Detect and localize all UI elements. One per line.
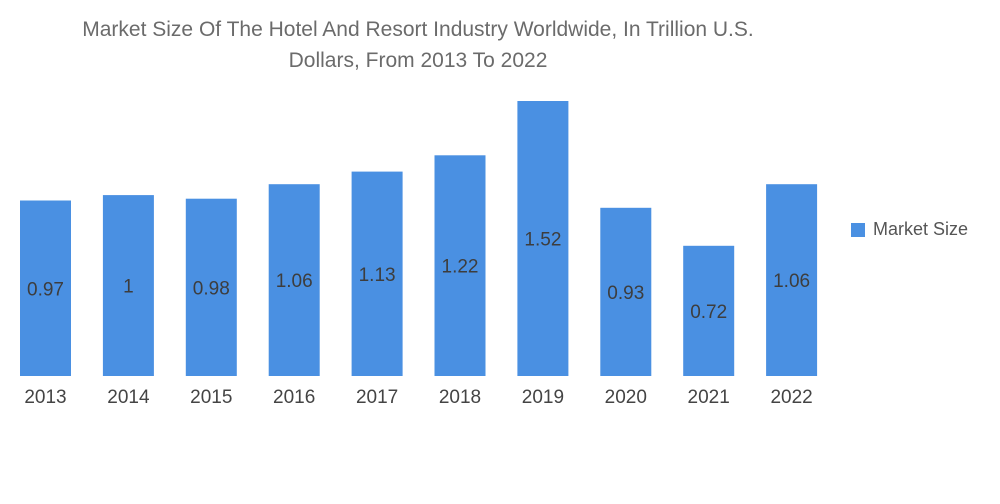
data-label-2015: 0.98 [193,278,230,299]
bar-2022 [766,184,818,376]
x-tick-label-2013: 2013 [24,387,66,408]
bar-2018 [434,155,486,376]
data-label-2020: 0.93 [607,283,644,304]
chart-title-line-2: Dollars, From 2013 To 2022 [288,49,548,72]
chart-title-line-1: Market Size Of The Hotel And Resort Indu… [82,18,754,41]
legend-swatch [851,222,865,237]
x-tick-label-2015: 2015 [190,387,232,408]
bar-2013 [20,200,71,376]
chart-title: Market Size Of The Hotel And Resort Indu… [0,14,836,76]
x-tick-label-2014: 2014 [107,387,150,408]
x-tick-label-2022: 2022 [770,387,812,408]
data-label-2013: 0.97 [27,279,64,300]
bar-2017 [351,171,403,376]
x-tick-label-2016: 2016 [273,387,315,408]
data-label-2017: 1.13 [359,265,396,286]
bar-2020 [600,207,652,376]
data-labels-group: 0.97 1 0.98 1.06 1.13 1.22 1.52 0.93 0.72 1.06 [27,230,810,323]
legend: Market Size [851,219,968,240]
x-tick-label-2018: 2018 [439,387,481,408]
legend-label: Market Size [873,219,969,239]
bars-group [20,101,818,376]
data-label-2021: 0.72 [690,302,727,323]
x-tick-label-2021: 2021 [688,387,730,408]
bar-2016 [268,184,320,376]
data-label-2014: 1 [123,277,134,298]
data-label-2018: 1.22 [442,257,479,278]
bar-2021 [683,245,735,376]
x-tick-label-2020: 2020 [605,387,647,408]
x-tick-label-2019: 2019 [522,387,564,408]
data-label-2016: 1.06 [276,271,313,292]
bar-2019 [517,101,569,376]
x-tick-label-2017: 2017 [356,387,398,408]
x-axis-tick-labels: 2013 2014 2015 2016 2017 2018 2019 2020 2021 2022 [24,387,812,408]
data-label-2019: 1.52 [524,230,561,251]
data-label-2022: 1.06 [773,271,810,292]
bar-2015 [185,198,237,376]
bar-2014 [102,195,154,376]
